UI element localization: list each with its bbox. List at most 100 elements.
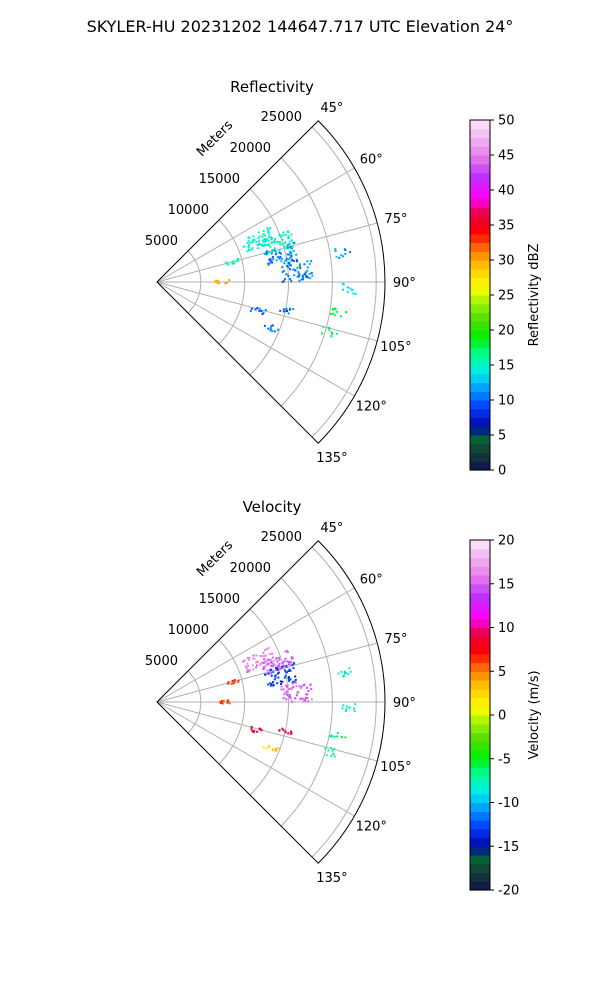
echo-pixel	[292, 680, 295, 683]
echo-pixel	[288, 679, 291, 682]
echo-pixel	[246, 671, 249, 674]
echo-pixel	[292, 661, 295, 664]
echo-pixel	[237, 257, 240, 260]
echo-pixel	[265, 648, 268, 651]
echo-pixel	[288, 688, 291, 691]
echo-pixel	[269, 257, 272, 260]
echo-pixel	[248, 236, 251, 239]
echo-pixel	[257, 237, 260, 240]
echo-pixel	[237, 259, 240, 262]
echo-pixel	[272, 258, 275, 261]
echo-pixel	[235, 260, 238, 263]
echo-pixel	[262, 746, 265, 749]
angle-tick-label: 120°	[356, 820, 387, 835]
colorbar-tick-label: 15	[498, 577, 515, 592]
range-tick-label: 25000	[261, 530, 302, 545]
colorbar-segment	[470, 303, 490, 314]
colorbar-segment	[470, 627, 490, 637]
echo-pixel	[290, 664, 293, 667]
echo-pixel	[290, 264, 293, 267]
echo-pixel	[281, 271, 284, 274]
echo-pixel	[277, 256, 280, 259]
echo-pixel	[266, 227, 269, 230]
echo-pixel	[338, 256, 341, 259]
echo-pixel	[262, 667, 265, 670]
echo-pixel	[290, 254, 293, 257]
echo-pixel	[277, 671, 280, 674]
echo-pixel	[225, 261, 228, 264]
echo-pixel	[230, 682, 233, 685]
echo-pixel	[266, 250, 269, 253]
echo-pixel	[330, 747, 333, 750]
range-tick-label: 20000	[230, 141, 271, 156]
echo-pixel	[286, 685, 289, 688]
echo-pixel	[275, 748, 278, 751]
echo-pixel	[280, 257, 283, 260]
echo-pixel	[276, 682, 279, 685]
echo-pixel	[278, 664, 281, 667]
echo-pixel	[273, 240, 276, 243]
angle-tick-label: 90°	[393, 696, 416, 711]
echo-pixel	[269, 327, 272, 330]
echo-pixel	[336, 735, 339, 738]
echo-pixel	[268, 653, 271, 656]
echo-pixel	[255, 661, 258, 664]
echo-pixel	[285, 273, 288, 276]
echo-pixel	[301, 276, 304, 279]
echo-pixel	[263, 649, 266, 652]
echo-pixel	[287, 266, 290, 269]
echo-pixel	[271, 330, 274, 333]
echo-pixel	[277, 669, 280, 672]
echo-pixel	[254, 308, 257, 311]
echo-pixel	[226, 699, 229, 702]
colorbar-segment	[470, 163, 490, 174]
echo-pixel	[256, 730, 259, 733]
azimuth-spoke	[156, 167, 355, 283]
range-tick-label: 25000	[261, 110, 302, 125]
echo-pixel	[271, 256, 274, 259]
echo-pixel	[279, 667, 282, 670]
echo-pixel	[263, 238, 266, 241]
echo-pixel	[274, 330, 277, 333]
echo-pixel	[267, 251, 270, 254]
colorbar-tick-label: -15	[498, 840, 519, 855]
echo-pixel	[284, 669, 287, 672]
echo-pixel	[217, 281, 220, 284]
echo-pixel	[269, 261, 272, 264]
sector-frame	[156, 120, 386, 444]
echo-pixel	[292, 685, 295, 688]
echo-cluster	[278, 727, 293, 735]
echo-pixel	[247, 245, 250, 248]
echo-pixel	[292, 308, 295, 311]
echo-pixel	[263, 234, 266, 237]
echo-pixel	[256, 243, 259, 246]
echo-pixel	[227, 263, 230, 266]
echo-pixel	[293, 274, 296, 277]
echo-pixel	[285, 247, 288, 250]
echo-pixel	[219, 702, 222, 705]
colorbar-tick-label: 20	[498, 534, 515, 549]
echo-pixel	[288, 662, 291, 665]
echo-pixel	[275, 253, 278, 256]
colorbar-segment	[470, 776, 490, 786]
echo-pixel	[307, 689, 310, 692]
echo-pixel	[262, 239, 265, 242]
echo-pixel	[255, 240, 258, 243]
echo-pixel	[293, 241, 296, 244]
echo-pixel	[354, 703, 357, 706]
echo-pixel	[288, 663, 291, 666]
echo-cluster	[225, 257, 240, 266]
echo-pixel	[274, 237, 277, 240]
echo-pixel	[304, 696, 307, 699]
colorbar-tick-label: 5	[498, 429, 506, 444]
colorbar-segment	[470, 811, 490, 821]
colorbar-label: Velocity (m/s)	[527, 670, 542, 759]
echo-pixel	[287, 237, 290, 240]
echo-pixel	[276, 668, 279, 671]
colorbar-tick-label: 10	[498, 621, 515, 636]
echo-pixel	[248, 656, 251, 659]
echo-pixel	[264, 253, 267, 256]
echo-pixel	[274, 674, 277, 677]
echo-pixel	[311, 274, 314, 277]
echo-pixel	[255, 666, 258, 669]
